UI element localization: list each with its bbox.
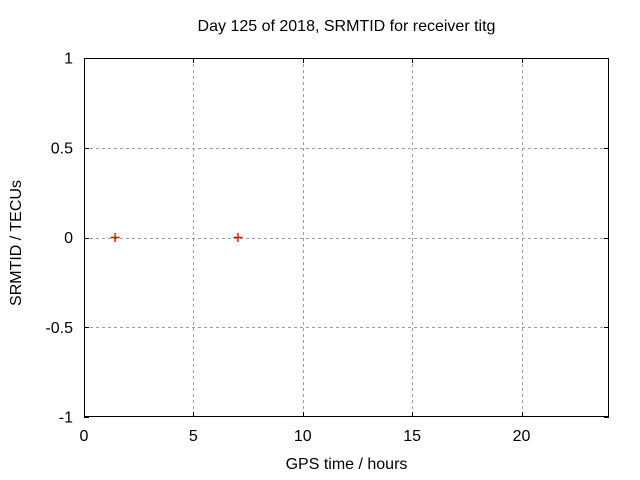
chart-title: Day 125 of 2018, SRMTID for receiver tit…	[198, 18, 496, 35]
y-axis-label: SRMTID / TECUs	[8, 180, 25, 306]
x-tick-label: 10	[294, 428, 312, 445]
x-tick-label: 0	[80, 428, 89, 445]
plot-border	[84, 58, 609, 417]
x-tick-label: 5	[189, 428, 198, 445]
x-tick-label: 20	[513, 428, 531, 445]
plot-area: 0 5 10 15 20 -1 -0.5 0 0.5 1	[45, 51, 609, 445]
data-point-marker	[233, 233, 243, 242]
y-tick-label: -1	[59, 410, 73, 427]
y-tick-label: 1	[64, 51, 73, 68]
x-tick-label: 15	[403, 428, 421, 445]
y-tick-label: 0	[64, 230, 73, 247]
y-tick-label: -0.5	[45, 320, 73, 337]
x-axis-label: GPS time / hours	[286, 456, 408, 473]
y-tick-label: 0.5	[51, 140, 73, 157]
data-point-marker	[110, 233, 120, 242]
